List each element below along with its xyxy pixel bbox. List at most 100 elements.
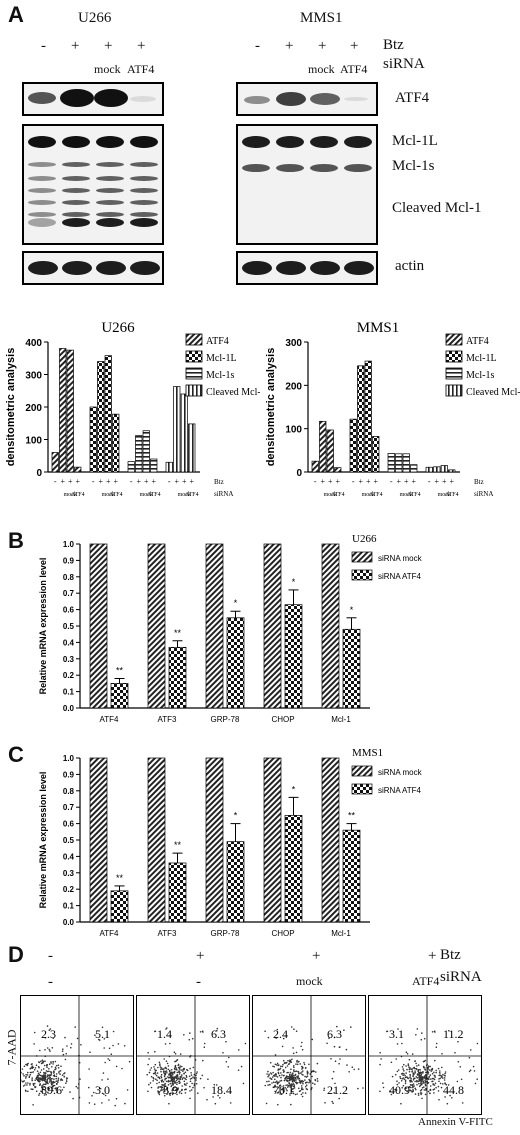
legend-swatch [445, 367, 463, 380]
bar [319, 420, 327, 473]
legend-entry: Mcl-1L [466, 353, 497, 364]
blot-label-mcl1s: Mcl-1s [392, 158, 435, 174]
btz-sign-d: + [312, 948, 321, 964]
legend-entry: Mcl-1s [466, 370, 494, 381]
blot-band [96, 261, 126, 275]
sirna-label-d-lane: - [196, 974, 201, 990]
btz-sign: + [285, 38, 294, 54]
x-tick-label: ATF4 [100, 715, 120, 724]
significance-mark: * [350, 605, 354, 615]
blot-band [62, 212, 90, 217]
flow-plot: 1.4 6.3 73.9 18.4 [136, 995, 250, 1115]
x-tick-label: + [189, 477, 194, 486]
btz-sign: - [41, 38, 46, 54]
bar-mock [205, 543, 224, 709]
blot-band [96, 218, 124, 227]
bar [425, 466, 433, 473]
bar [387, 453, 395, 473]
btz-sign-d: + [196, 948, 205, 964]
bar [433, 466, 441, 473]
blot-band [130, 136, 158, 148]
flow-scatter: 1.4 6.3 73.9 18.4 [137, 996, 249, 1114]
x-tick-label: + [106, 477, 111, 486]
x-tick-label: + [328, 477, 333, 486]
quadrant-ur-value: 6.3 [211, 1027, 226, 1041]
sirna-label-d-lane: ATF4 [412, 974, 440, 988]
chart-title: MMS1 [357, 320, 400, 336]
x-sub-label: ATF4 [185, 492, 199, 498]
quadrant-ll-value: 73.9 [157, 1083, 178, 1097]
legend-swatch [445, 350, 463, 363]
quadrant-ll-value: 89.6 [41, 1083, 62, 1097]
legend-swatch [351, 783, 373, 795]
y-axis-label: densitometric analysis [265, 348, 277, 467]
quadrant-lr-value: 18.4 [211, 1083, 232, 1097]
y-tick-label: 400 [25, 338, 42, 349]
blot-band [28, 92, 56, 104]
y-tick-label: 100 [25, 436, 42, 447]
quadrant-lr-value: 3.0 [95, 1083, 110, 1097]
legend-swatch [351, 569, 373, 581]
sirna-label-a: siRNA [383, 56, 425, 72]
blot-band [96, 188, 124, 193]
chart-title: U266 [101, 320, 135, 336]
x-tick-label: - [352, 477, 355, 486]
x-tick-label: + [136, 477, 141, 486]
x-sub-label: ATF4 [407, 492, 421, 498]
cell-line-u266: U266 [78, 10, 112, 26]
x-sub-label: mock [324, 492, 337, 498]
x-tick-label: + [434, 477, 439, 486]
x-sub-label: mock [140, 492, 153, 498]
blot-u266-actin [22, 251, 164, 285]
significance-mark: ** [174, 840, 182, 850]
y-tick-label: 300 [25, 371, 42, 382]
chart-title: MMS1 [352, 747, 383, 759]
legend-swatch [351, 765, 373, 777]
bar [89, 406, 97, 473]
quadrant-ul-value: 1.4 [157, 1027, 172, 1041]
x-tick-label: + [442, 477, 447, 486]
x-tick-label: + [320, 477, 325, 486]
panel-d-letter: D [8, 942, 24, 967]
bar [127, 461, 135, 473]
bar-mock [263, 543, 282, 709]
blot-band [242, 261, 272, 275]
x-tick-label: + [396, 477, 401, 486]
bar [349, 418, 357, 473]
bar-atf4 [110, 890, 129, 923]
quadrant-ll-value: 70.1 [273, 1083, 294, 1097]
bar-mock [89, 543, 108, 709]
sirna-lane-label: mock [94, 62, 121, 76]
x-sub-label: ATF4 [369, 492, 383, 498]
y-tick-label: 0.7 [63, 803, 75, 812]
blot-label-atf4: ATF4 [395, 90, 430, 106]
bar [402, 453, 410, 473]
sirna-axis-label: siRNA [474, 490, 493, 498]
x-tick-label: + [373, 477, 378, 486]
x-tick-label: - [428, 477, 431, 486]
btz-sign: + [350, 38, 359, 54]
x-tick-label: + [113, 477, 118, 486]
blot-mms1-atf4 [236, 82, 378, 116]
y-tick-label: 0.9 [63, 770, 75, 779]
x-tick-label: + [68, 477, 73, 486]
blot-band [344, 136, 372, 148]
blot-band [28, 176, 56, 181]
bar [440, 465, 448, 473]
legend-swatch [185, 333, 203, 346]
y-tick-label: 0.0 [63, 704, 75, 713]
significance-mark: * [234, 811, 238, 821]
blot-band [130, 218, 158, 227]
y-tick-label: 0.8 [63, 787, 75, 796]
y-tick-label: 1.0 [63, 754, 75, 763]
legend-entry: siRNA mock [378, 554, 423, 563]
blot-band [28, 162, 56, 167]
flow-xlabel: Annexin V-FITC [418, 1116, 493, 1128]
cell-line-mms1: MMS1 [300, 10, 343, 26]
flow-ylabel: 7-AAD [4, 1029, 19, 1066]
y-tick-label: 0.1 [63, 902, 75, 911]
bar-atf4 [342, 829, 361, 923]
blot-band [130, 162, 158, 167]
bar-atf4 [284, 604, 303, 709]
